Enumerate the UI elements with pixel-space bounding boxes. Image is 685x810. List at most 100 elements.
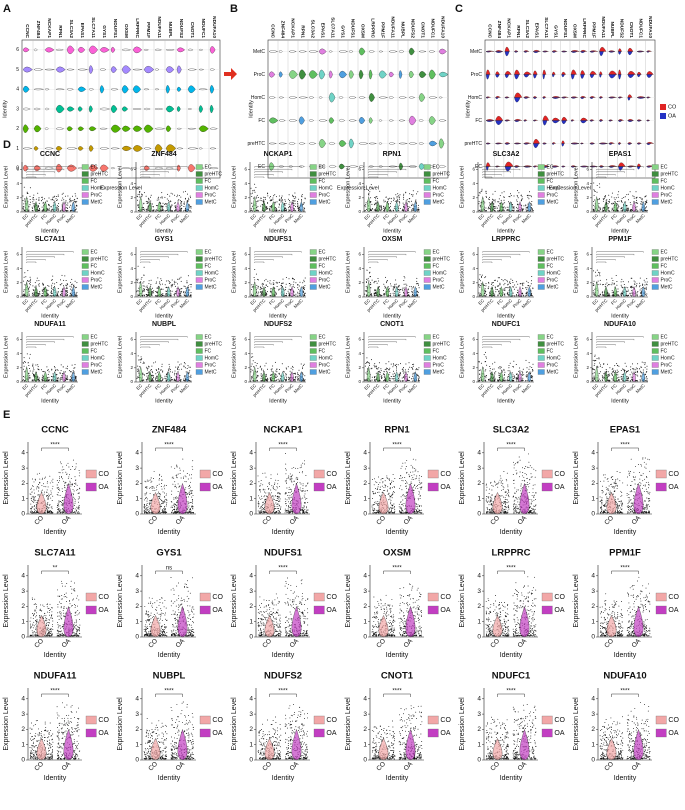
gene-label: NCKAP1 [46,18,52,38]
gene-title: RPN1 [384,425,410,436]
legend-label: CO [668,594,679,601]
legend-label: MetC [205,284,217,290]
significance-bracket [254,346,265,348]
legend-label: MetC [91,369,103,375]
legend-label: EC [433,164,440,170]
y-tick-label: 1 [21,495,25,502]
x-tick-label: FC [40,297,48,305]
legend-label: ProC [91,277,103,283]
violin [490,201,494,213]
y-tick-label: 0 [21,511,25,518]
significance-bracket [140,339,179,341]
y-tick-label: 1 [249,741,253,748]
gene-label: CCNC [270,24,276,38]
legend-swatch [541,605,553,615]
y-tick-label: 0 [363,757,367,764]
violin [55,88,65,91]
violin [633,605,644,638]
gene-label: PPM1F [590,22,596,38]
violin [378,50,384,53]
legend-label: CO [98,471,109,478]
y-axis-label: Expression Level [459,166,465,208]
legend-label: EC [205,249,212,255]
y-axis-label: Expression Level [3,574,10,628]
x-tick-label: FC [268,382,276,390]
violin [132,85,141,94]
significance-label: **** [506,566,516,572]
y-tick-label: 1 [591,618,595,625]
split-violin [636,143,641,145]
gene-label: NDUFA10 [440,16,446,38]
gene-title: NDUFA11 [34,671,77,682]
y-tick-label: 4 [358,266,361,271]
violin [63,728,74,761]
violin [268,96,276,99]
y-tick-label: 3 [135,465,139,472]
legend-swatch [423,256,431,262]
violin [157,286,162,298]
x-tick-label: MetC [293,297,305,309]
violin [299,286,304,298]
gene-title: SLC7A11 [35,236,65,243]
violin [633,482,644,515]
split-violin [598,143,608,145]
violin [398,142,408,145]
violin [288,96,298,99]
violin [157,371,162,383]
gene-label: NDUFC1 [638,19,644,39]
x-axis-label: Identity [497,228,515,234]
split-violin [533,143,540,148]
legend-swatch [537,270,545,276]
y-tick-label: 4 [244,266,247,271]
split-violin [598,142,608,144]
y-tick-label: 4 [135,573,139,580]
legend-swatch [651,348,659,354]
y-axis-label: Expression Level [117,251,123,293]
y-tick-label: 6 [244,167,247,172]
x-tick-label: MetC [65,297,77,309]
x-tick-label: MetC [407,212,419,224]
split-violin [561,74,565,78]
legend-swatch [81,348,89,354]
y-axis-label: Expression Level [231,336,237,378]
violin [632,286,636,298]
legend-label: CO [554,594,565,601]
y-tick-label: 2 [135,603,139,610]
legend-label: EC [205,334,212,340]
legend-swatch [195,256,203,262]
y-tick-label: 0 [130,209,133,214]
split-violin [514,97,521,103]
significance-bracket [611,570,639,574]
violin [278,119,286,122]
y-axis-label: Expression Level [345,166,351,208]
legend-swatch [309,171,317,177]
legend-swatch [313,482,325,492]
x-tick-label: MetC [521,212,533,224]
x-axis-label: Identity [383,398,401,404]
violin [508,286,513,298]
violin [176,127,182,130]
split-violin [580,120,588,124]
y-tick-label: 4 [244,351,247,356]
legend-swatch [423,199,431,205]
x-axis-label: Identity [44,529,67,536]
violin [338,50,348,53]
legend-swatch [427,715,439,725]
violin [288,50,297,53]
violin [394,371,399,383]
x-tick-label: CO [603,515,615,527]
y-tick-label: 0 [477,757,481,764]
y-tick-label: 0 [249,511,253,518]
significance-bracket [41,447,69,451]
violin [63,482,74,515]
gene-label: SLC7A11 [330,17,336,38]
split-violin [551,165,560,167]
legend-label: OA [440,730,450,737]
y-tick-label: 1 [363,495,367,502]
significance-bracket [383,693,411,697]
split-violin [608,96,617,98]
legend-swatch [85,592,97,602]
significance-bracket [596,169,635,171]
violin [154,48,162,51]
violin [187,127,196,130]
